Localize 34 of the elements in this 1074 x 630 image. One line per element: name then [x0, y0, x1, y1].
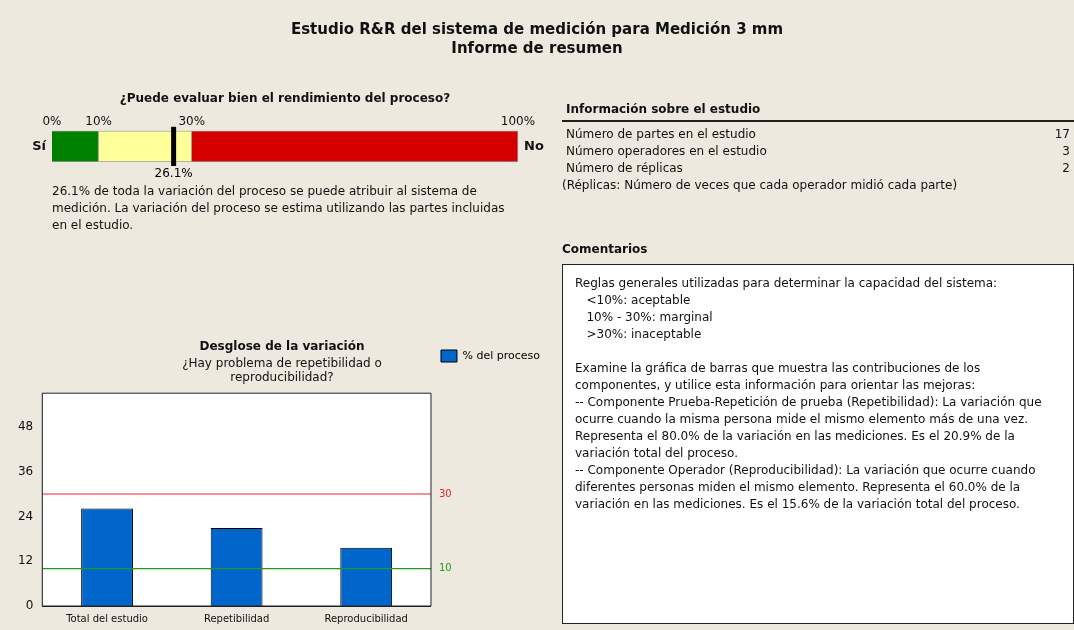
x-tick-label: 10% [85, 113, 112, 128]
x-tick-label: 30% [178, 113, 206, 128]
category-label: Número operadores en el estudio [566, 143, 767, 160]
legend-label: % del proceso [462, 348, 541, 362]
data-label: 17 [1054, 126, 1070, 143]
text: Información sobre el estudio [562, 98, 1074, 122]
y-tick-label: 36 [17, 463, 34, 478]
y-tick-label: 12 [17, 553, 34, 568]
chart-title: Desglose de la variación [199, 339, 365, 354]
text: Sí [32, 137, 48, 153]
ref-line-label: 10 [438, 562, 452, 574]
chart-subtitle: ¿Puede evaluar bien el rendimiento del proceso? [119, 91, 451, 106]
x-tick-label: Repetibilidad [203, 612, 270, 624]
data-label: 2 [1062, 160, 1070, 177]
chart-subtitle: ¿Hay problema de repetibilidad o reproducibilidad? [182, 355, 382, 385]
data-label: 3 [1062, 143, 1070, 160]
y-tick-label: 48 [17, 418, 34, 433]
text: Examine la gráfica de barras que muestra las contribuciones de los componentes, y utilice esta información para orientar las mejoras: -- Componente Prueba-Repetición de prueba (Repetibilidad): La variación que ocurre cuando la misma persona mide el mismo elemento más de una vez. Representa el 80.0% de la variación en las mediciones. Es el 20.9% de la variación total del proceso. -- Componente Operador (Reproducibilidad): La variación que ocurre cuando diferentes personas miden el mismo elemento. Representa el 60.0% de la variación en las mediciones. Es el 15.6% de la variación total del proceso. [575, 361, 1042, 511]
x-tick-label: Total del estudio [65, 612, 148, 624]
y-tick-label: 24 [17, 508, 34, 523]
ref-line-label: 30 [438, 487, 452, 499]
text: Reglas generales utilizadas para determinar la capacidad del sistema: <10%: aceptable 10% - 30%: marginal >30%: inaceptable [575, 275, 999, 343]
x-tick-label: 0% [42, 113, 62, 128]
text: (Réplicas: Número de veces que cada operador midió cada parte) [562, 177, 959, 194]
category-label: Número de partes en el estudio [566, 126, 756, 143]
ref-line-label: 26.1% [154, 166, 193, 181]
category-label: Número de réplicas [566, 160, 683, 177]
chart-title: Estudio R&R del sistema de medición para Medición 3 mm Informe de resumen [289, 20, 785, 58]
x-tick-label: Reproducibilidad [324, 612, 408, 624]
text: 26.1% de toda la variación del proceso se puede atribuir al sistema de medición. La variación del proceso se estima utilizando las partes incluidas en el estudio. [52, 183, 506, 234]
text: No [524, 137, 544, 153]
x-tick-label: 100% [500, 113, 536, 128]
text: Comentarios [562, 242, 649, 256]
y-tick-label: 0 [25, 598, 34, 613]
